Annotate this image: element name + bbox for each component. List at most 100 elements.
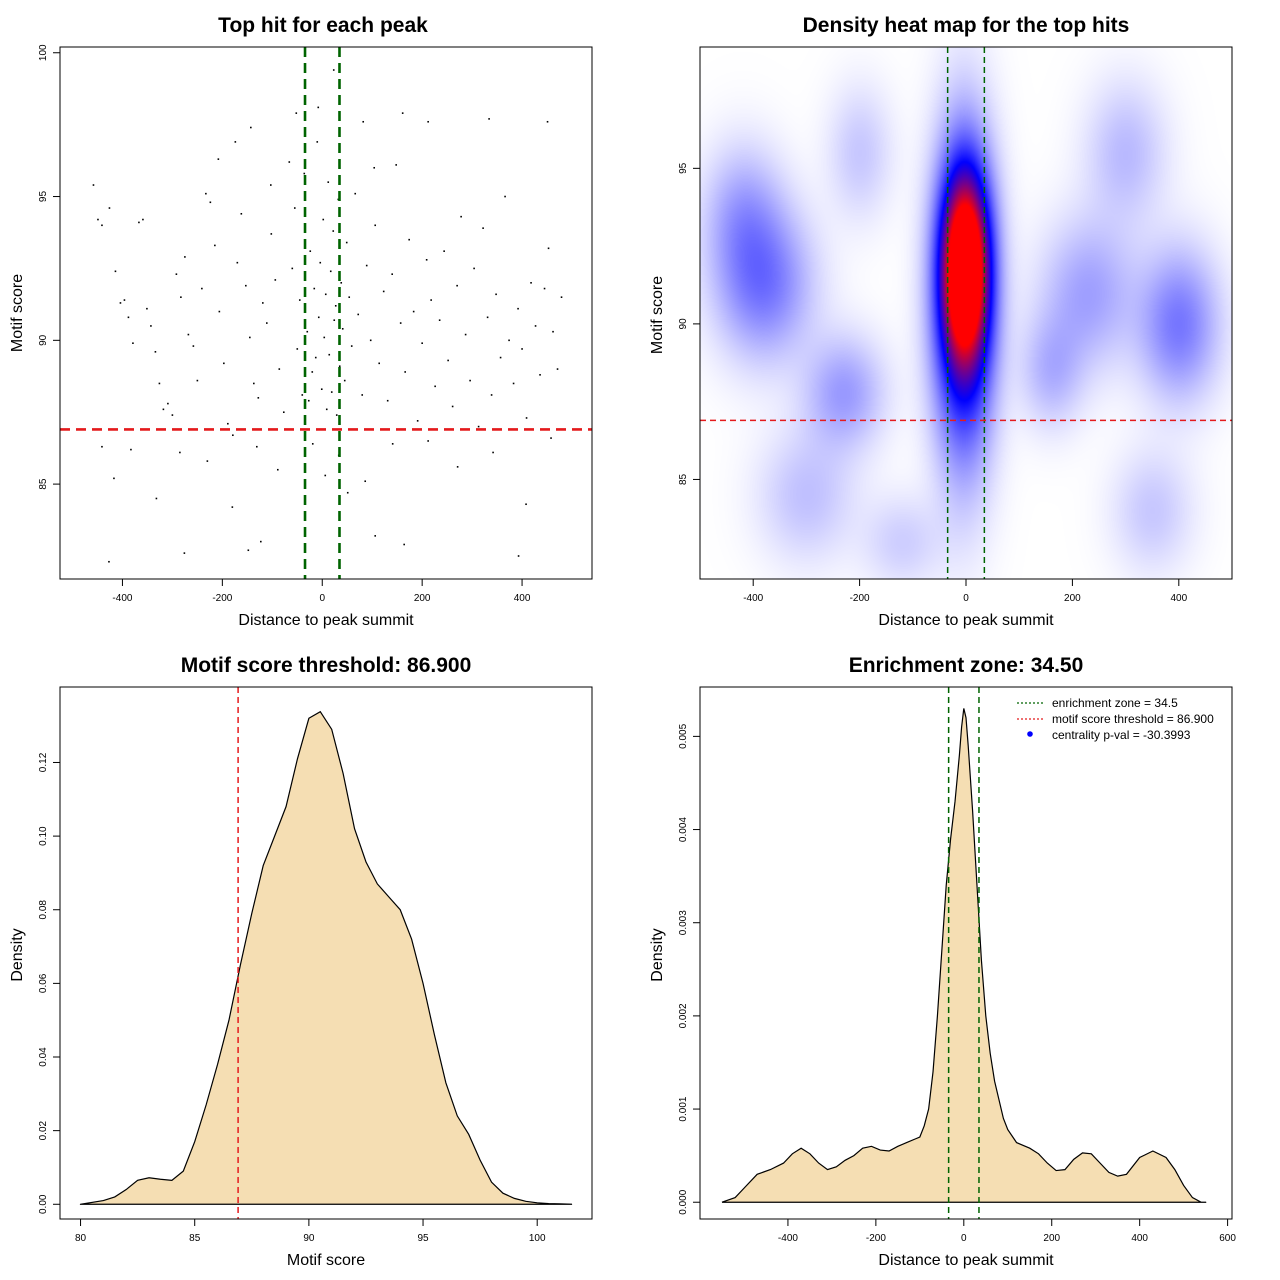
legend-swatch-centrality bbox=[1027, 731, 1033, 737]
y-tick-label: 0.06 bbox=[38, 973, 49, 993]
x-tick-label: -200 bbox=[866, 1233, 886, 1244]
scatter-point bbox=[138, 221, 140, 224]
scatter-point bbox=[556, 368, 559, 370]
scatter-point bbox=[236, 261, 239, 264]
scatter-point bbox=[547, 247, 550, 250]
scatter-point bbox=[320, 388, 323, 391]
scatter-point bbox=[354, 192, 357, 195]
scatter-point bbox=[257, 397, 260, 399]
scatter-point bbox=[245, 284, 247, 287]
scatter-point bbox=[346, 491, 349, 494]
scatter-point bbox=[227, 422, 229, 425]
scatter-point bbox=[525, 417, 528, 419]
x-tick-label: 400 bbox=[1131, 1233, 1148, 1244]
scatter-point bbox=[521, 348, 523, 350]
scatter-point bbox=[262, 302, 264, 304]
scatter-point bbox=[231, 506, 234, 508]
scatter-point bbox=[412, 310, 415, 313]
scatter-point bbox=[306, 330, 309, 333]
scatter-point bbox=[364, 480, 367, 483]
scatter-point bbox=[192, 345, 195, 347]
scatter-point bbox=[223, 362, 225, 365]
scatter-point bbox=[499, 356, 502, 359]
scatter-point bbox=[546, 120, 549, 123]
score-density-area-group bbox=[80, 710, 572, 1205]
scatter-point bbox=[495, 293, 497, 296]
scatter-point bbox=[113, 477, 115, 480]
scatter-point bbox=[343, 379, 346, 382]
scatter-point bbox=[348, 296, 351, 298]
y-tick-label: 0.005 bbox=[678, 723, 689, 748]
scatter-point bbox=[333, 319, 336, 321]
scatter-point bbox=[378, 362, 380, 365]
scatter-point bbox=[274, 279, 277, 281]
scatter-point bbox=[430, 299, 432, 301]
scatter-y-ticks: 85 90 95 100 bbox=[38, 44, 61, 490]
x-tick-label: 80 bbox=[75, 1233, 87, 1244]
scatter-point bbox=[282, 411, 285, 414]
scatter-point bbox=[158, 382, 161, 385]
scatter-point bbox=[154, 351, 157, 353]
scatter-point bbox=[334, 305, 337, 307]
scatter-point bbox=[150, 325, 152, 327]
scatter-point bbox=[395, 164, 397, 166]
scatter-point bbox=[374, 535, 377, 537]
scatter-point bbox=[295, 112, 298, 114]
scatter-point bbox=[179, 451, 181, 454]
heatmap-y-axis-label: Motif score bbox=[649, 276, 666, 354]
scatter-point bbox=[490, 394, 493, 396]
scatter-point bbox=[256, 445, 258, 448]
y-tick-label: 0.000 bbox=[678, 1189, 689, 1214]
scatter-point bbox=[473, 267, 475, 270]
x-tick-label: 200 bbox=[1043, 1233, 1060, 1244]
x-tick-label: 85 bbox=[189, 1233, 201, 1244]
scatter-point bbox=[296, 348, 299, 350]
scatter-point bbox=[404, 371, 406, 373]
x-tick-label: -200 bbox=[212, 593, 232, 604]
scatter-point bbox=[323, 336, 326, 339]
x-tick-label: 90 bbox=[303, 1233, 315, 1244]
scatter-point bbox=[552, 330, 554, 333]
x-tick-label: 400 bbox=[514, 593, 531, 604]
scatter-point bbox=[330, 391, 333, 393]
scatter-point bbox=[374, 224, 377, 227]
scatter-point bbox=[101, 224, 103, 227]
scatter-point bbox=[322, 218, 325, 221]
distance-density-x-axis-label: Distance to peak summit bbox=[878, 1252, 1054, 1269]
scatter-point bbox=[382, 290, 385, 293]
scatter-point bbox=[365, 264, 368, 267]
scatter-point bbox=[313, 287, 316, 290]
distance-density-panel: Enrichment zone: 34.50 -400 -200 0 200 400 60… bbox=[649, 654, 1236, 1269]
scatter-point bbox=[517, 307, 519, 310]
scatter-point bbox=[314, 356, 317, 359]
x-tick-label: 100 bbox=[529, 1233, 546, 1244]
scatter-point bbox=[477, 425, 480, 428]
scatter-points bbox=[92, 69, 563, 563]
y-tick-label: 0.10 bbox=[38, 826, 49, 846]
y-tick-label: 90 bbox=[678, 318, 689, 330]
distance-density-title: Enrichment zone: 34.50 bbox=[849, 654, 1084, 677]
scatter-point bbox=[327, 181, 330, 183]
scatter-y-axis-label: Motif score bbox=[9, 274, 26, 352]
scatter-point bbox=[319, 261, 322, 264]
legend: enrichment zone = 34.5 motif score thres… bbox=[1017, 696, 1214, 742]
scatter-point bbox=[447, 359, 449, 362]
y-tick-label: 0.02 bbox=[38, 1120, 49, 1140]
scatter-point bbox=[340, 282, 343, 284]
y-tick-label: 95 bbox=[38, 191, 49, 203]
scatter-point bbox=[451, 405, 454, 408]
scatter-point bbox=[167, 402, 169, 405]
scatter-point bbox=[218, 310, 221, 313]
scatter-point bbox=[288, 161, 291, 163]
y-tick-label: 0.001 bbox=[678, 1096, 689, 1121]
scatter-point bbox=[362, 120, 365, 123]
distance-density-y-ticks: 0.000 0.001 0.002 0.003 0.004 0.005 bbox=[678, 723, 701, 1215]
x-tick-label: 0 bbox=[961, 1233, 967, 1244]
scatter-point bbox=[512, 382, 515, 385]
scatter-point bbox=[391, 273, 393, 275]
distance-density-area-group bbox=[721, 708, 1206, 1203]
heatmap-reference-lines bbox=[700, 47, 1232, 579]
scatter-point bbox=[508, 339, 510, 342]
scatter-point bbox=[184, 256, 186, 258]
score-density-y-ticks: 0.00 0.02 0.04 0.06 0.08 0.10 0.12 bbox=[38, 752, 61, 1214]
